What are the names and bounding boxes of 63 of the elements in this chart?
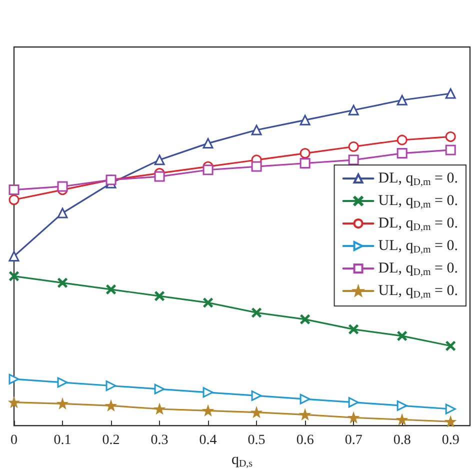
point: [446, 341, 456, 351]
point: [8, 184, 20, 196]
x-tick-label: 0.5: [248, 433, 266, 448]
point: [446, 416, 456, 426]
point: [154, 384, 165, 394]
x-tick-label: 0: [10, 433, 18, 448]
point: [58, 278, 68, 288]
point: [57, 377, 68, 388]
point: [106, 400, 116, 410]
point: [251, 124, 262, 136]
point: [202, 387, 214, 398]
point: [154, 291, 164, 301]
point: [57, 208, 68, 218]
point: [348, 154, 359, 166]
point: [57, 181, 68, 192]
point: [300, 410, 310, 420]
point: [9, 398, 19, 408]
point: [300, 314, 310, 324]
point: [348, 141, 359, 152]
point: [300, 148, 310, 159]
point: [9, 271, 19, 281]
point: [396, 400, 408, 411]
x-tick-label: 0.2: [102, 433, 120, 448]
point: [445, 88, 456, 99]
x-tick-label: 0.3: [150, 433, 168, 448]
point: [251, 161, 262, 172]
point: [8, 194, 20, 206]
point: [202, 164, 214, 176]
point: [300, 114, 310, 126]
point: [397, 331, 407, 341]
point: [348, 412, 358, 422]
x-tick-label: 0.1: [54, 433, 72, 448]
point: [300, 394, 310, 404]
point: [348, 324, 358, 334]
point: [154, 154, 165, 166]
x-tick-label: 0.9: [442, 433, 460, 448]
point: [348, 397, 359, 408]
point: [203, 406, 213, 416]
point: [445, 131, 456, 142]
point: [445, 404, 456, 414]
x-tick-label: 0.6: [296, 433, 314, 448]
point: [154, 404, 164, 414]
point: [203, 298, 213, 308]
point: [396, 94, 408, 106]
point: [58, 398, 68, 408]
point: [154, 171, 165, 182]
point: [396, 148, 408, 159]
point: [252, 408, 262, 418]
x-tick-label: 0.7: [344, 433, 362, 448]
point: [348, 104, 359, 116]
point: [445, 144, 456, 156]
point: [202, 138, 214, 149]
point: [396, 134, 408, 146]
point: [8, 250, 20, 262]
point: [397, 414, 407, 424]
point: [251, 390, 262, 401]
point: [8, 374, 20, 384]
point: [252, 308, 262, 318]
x-tick-label: 0.8: [393, 433, 411, 448]
point: [106, 284, 116, 294]
x-tick-label: 0.4: [199, 433, 217, 448]
point: [106, 380, 116, 391]
point: [300, 158, 310, 168]
